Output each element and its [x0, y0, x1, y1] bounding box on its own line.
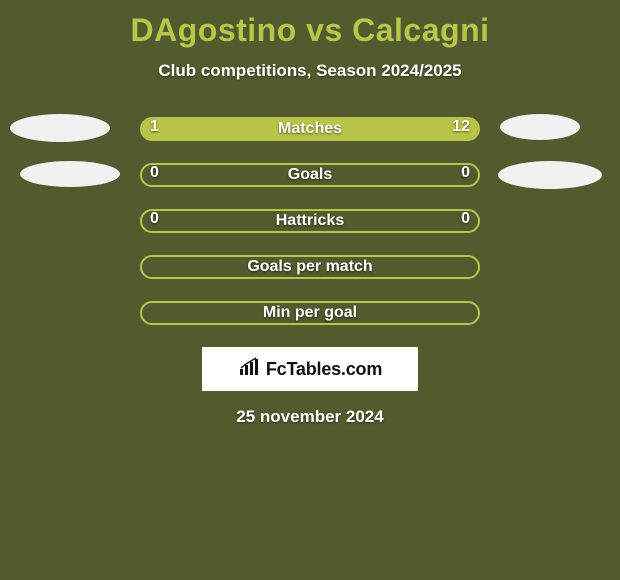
stat-value-left: 0	[150, 164, 190, 182]
player1-name: DAgostino	[131, 12, 297, 48]
stat-label: Goals	[142, 166, 478, 184]
stat-value-left: 0	[150, 210, 190, 228]
stat-bar: Goals per match	[140, 255, 480, 279]
stat-value-right: 0	[430, 210, 470, 228]
subtitle-text: Club competitions, Season 2024/2025	[158, 61, 461, 80]
vs-label: vs	[306, 12, 343, 48]
logo-text: FcTables.com	[266, 359, 382, 380]
logo-box: FcTables.com	[202, 347, 418, 391]
stat-row: Goals per match	[0, 255, 620, 279]
player-photo-ellipse-left	[10, 114, 110, 142]
stat-value-right: 12	[430, 118, 470, 136]
stat-label: Goals per match	[142, 258, 478, 276]
stat-value-left: 1	[150, 118, 190, 136]
player-photo-ellipse-left	[20, 161, 120, 187]
stat-label: Min per goal	[142, 304, 478, 322]
stat-bar: Matches	[140, 117, 480, 141]
player2-name: Calcagni	[352, 12, 489, 48]
stat-row: Matches1 12	[0, 117, 620, 141]
page-title: DAgostino vs Calcagni	[0, 0, 620, 49]
stat-row: Min per goal	[0, 301, 620, 325]
date-text: 25 november 2024	[236, 407, 383, 426]
subtitle: Club competitions, Season 2024/2025	[0, 61, 620, 81]
stat-row: Goals0 0	[0, 163, 620, 187]
stat-value-right: 0	[430, 164, 470, 182]
date-line: 25 november 2024	[0, 407, 620, 427]
stat-bar: Goals	[140, 163, 480, 187]
player-photo-ellipse-right	[500, 114, 580, 140]
stats-area: Matches112Goals00Hattricks00Goals per ma…	[0, 117, 620, 325]
stat-label: Matches	[142, 120, 478, 138]
logo-chart-icon	[238, 357, 260, 382]
stat-bar: Min per goal	[140, 301, 480, 325]
stat-row: Hattricks0 0	[0, 209, 620, 233]
stat-bar: Hattricks	[140, 209, 480, 233]
stat-label: Hattricks	[142, 212, 478, 230]
player-photo-ellipse-right	[498, 161, 602, 189]
